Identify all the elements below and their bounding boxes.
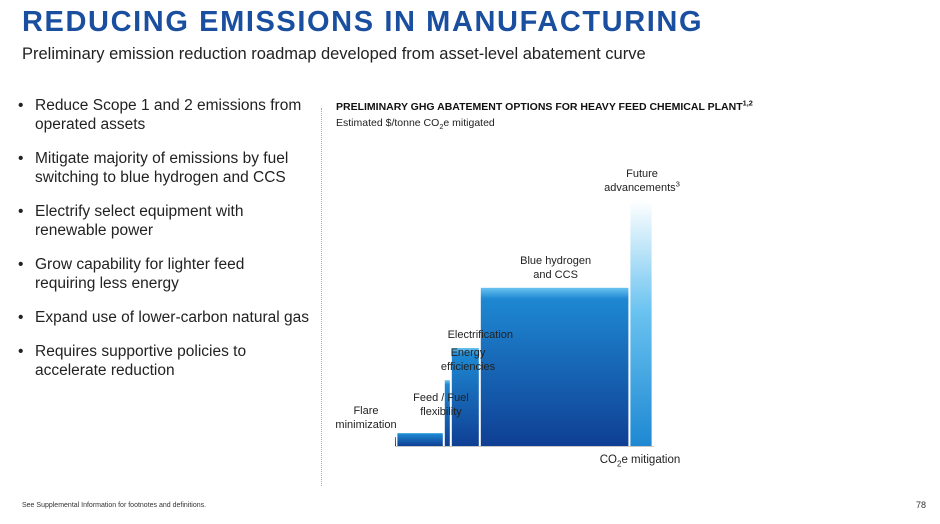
page-title: REDUCING EMISSIONS IN MANUFACTURING <box>22 6 704 38</box>
bullet-item: Mitigate majority of emissions by fuelsw… <box>18 149 318 187</box>
bar-0 <box>395 436 396 446</box>
bullet-item: Grow capability for lighter feedrequirin… <box>18 255 318 293</box>
page-subtitle: Preliminary emission reduction roadmap d… <box>22 45 646 63</box>
bar-4 <box>480 287 629 446</box>
chart-title: PRELIMINARY GHG ABATEMENT OPTIONS FOR HE… <box>336 98 753 113</box>
bullet-list: Reduce Scope 1 and 2 emissions fromopera… <box>18 96 318 395</box>
chart-subtitle: Estimated $/tonne CO2e mitigated <box>336 117 495 132</box>
bar-1 <box>397 433 443 446</box>
bar-3 <box>451 348 479 446</box>
bullet-item: Reduce Scope 1 and 2 emissions fromopera… <box>18 96 318 134</box>
section-divider <box>321 108 322 486</box>
bar-group <box>395 201 652 446</box>
bullet-item: Electrify select equipment withrenewable… <box>18 202 318 240</box>
bar-label-2: Energy efficiencies <box>440 347 496 374</box>
bar-label-4: Blue hydrogen and CCS <box>520 254 592 281</box>
bar-label-0: Flare minimization <box>335 405 397 431</box>
bar-5 <box>630 201 652 446</box>
footnote: See Supplemental Information for footnot… <box>22 502 207 509</box>
bar-label-3: Electrification <box>447 329 514 341</box>
bullet-item: Expand use of lower-carbon natural gas <box>18 308 318 327</box>
bar-2 <box>444 380 450 446</box>
bar-label-5: Future advancements3 <box>604 168 680 194</box>
page-number: 78 <box>915 500 926 510</box>
bar-label-1: Feed / Fuel flexibility <box>413 392 469 418</box>
bullet-item: Requires supportive policies toaccelerat… <box>18 342 318 380</box>
x-axis-label: CO2e mitigation <box>599 454 681 469</box>
